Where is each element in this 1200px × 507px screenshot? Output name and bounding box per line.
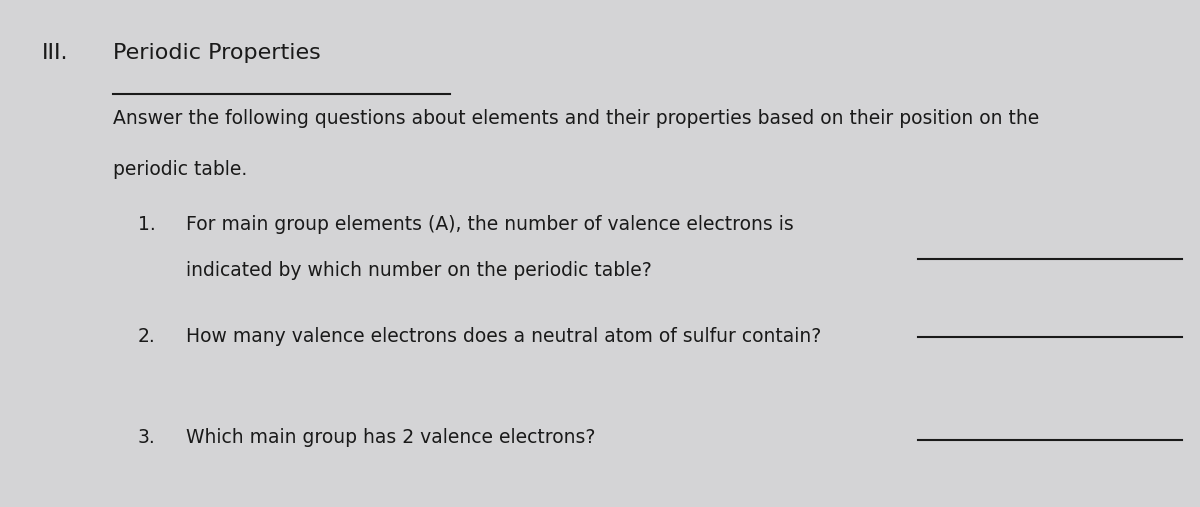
Text: indicated by which number on the periodic table?: indicated by which number on the periodi…	[186, 261, 652, 280]
Text: III.: III.	[42, 43, 68, 63]
Text: For main group elements (A), the number of valence electrons is: For main group elements (A), the number …	[186, 215, 793, 234]
Text: Periodic Properties: Periodic Properties	[113, 43, 320, 63]
Text: How many valence electrons does a neutral atom of sulfur contain?: How many valence electrons does a neutra…	[186, 327, 821, 346]
Text: Which main group has 2 valence electrons?: Which main group has 2 valence electrons…	[186, 428, 595, 447]
Text: 2.: 2.	[138, 327, 156, 346]
Text: periodic table.: periodic table.	[113, 160, 247, 178]
Text: 3.: 3.	[138, 428, 156, 447]
Text: Answer the following questions about elements and their properties based on thei: Answer the following questions about ele…	[113, 109, 1039, 128]
Text: 1.: 1.	[138, 215, 156, 234]
